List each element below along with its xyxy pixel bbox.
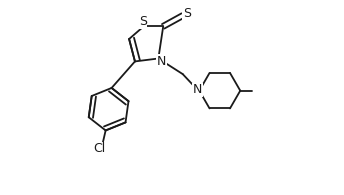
Text: S: S: [139, 15, 147, 28]
Text: N: N: [157, 55, 166, 68]
Text: S: S: [183, 7, 191, 20]
Text: N: N: [193, 83, 202, 96]
Text: Cl: Cl: [94, 143, 106, 155]
